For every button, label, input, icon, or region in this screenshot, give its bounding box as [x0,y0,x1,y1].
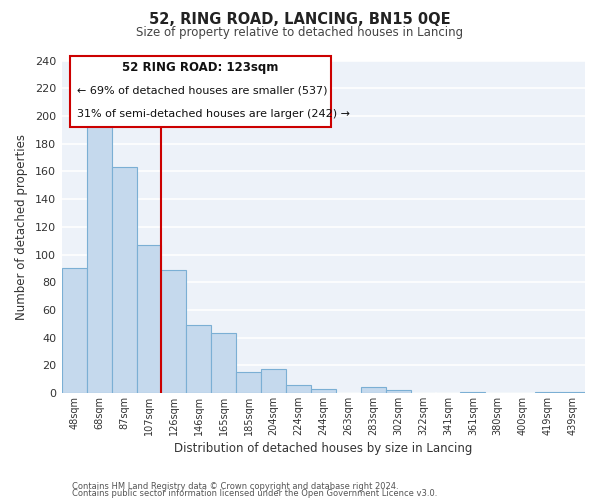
Bar [386,390,410,393]
Bar [211,334,236,393]
Bar [86,116,112,393]
Text: 31% of semi-detached houses are larger (242) →: 31% of semi-detached houses are larger (… [77,110,350,120]
Text: Contains public sector information licensed under the Open Government Licence v3: Contains public sector information licen… [72,490,437,498]
FancyBboxPatch shape [70,56,331,127]
Bar [112,168,137,393]
Text: Size of property relative to detached houses in Lancing: Size of property relative to detached ho… [136,26,464,39]
Bar [187,325,211,393]
Bar [261,370,286,393]
Bar [62,268,86,393]
Y-axis label: Number of detached properties: Number of detached properties [15,134,28,320]
Bar [137,245,161,393]
Text: Contains HM Land Registry data © Crown copyright and database right 2024.: Contains HM Land Registry data © Crown c… [72,482,398,491]
Bar [361,388,386,393]
Bar [460,392,485,393]
Bar [560,392,585,393]
Text: 52, RING ROAD, LANCING, BN15 0QE: 52, RING ROAD, LANCING, BN15 0QE [149,12,451,28]
Bar [236,372,261,393]
Text: ← 69% of detached houses are smaller (537): ← 69% of detached houses are smaller (53… [77,85,328,95]
Bar [311,389,336,393]
Bar [286,384,311,393]
Bar [161,270,187,393]
X-axis label: Distribution of detached houses by size in Lancing: Distribution of detached houses by size … [174,442,473,455]
Bar [535,392,560,393]
Text: 52 RING ROAD: 123sqm: 52 RING ROAD: 123sqm [122,60,278,74]
